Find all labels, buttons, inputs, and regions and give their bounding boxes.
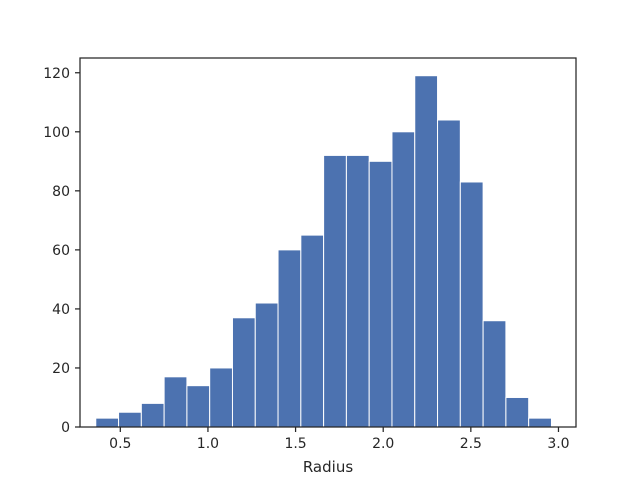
y-tick-label: 100 xyxy=(43,125,70,141)
histogram-bar xyxy=(505,396,530,428)
histogram-bars xyxy=(95,75,552,428)
histogram-bar xyxy=(300,234,325,428)
histogram-bar xyxy=(391,131,416,428)
x-axis-label: Radius xyxy=(303,458,353,476)
histogram-bar xyxy=(95,417,120,428)
histogram-bar xyxy=(368,160,393,428)
x-tick-label: 3.0 xyxy=(547,436,569,452)
histogram-bar xyxy=(459,181,484,428)
x-axis-ticks: 0.5 1.0 1.5 2.0 2.5 3.0 xyxy=(109,427,570,452)
y-tick-label: 0 xyxy=(61,420,70,436)
histogram-bar xyxy=(437,119,461,428)
plot-frame xyxy=(79,57,577,428)
histogram-bar xyxy=(209,367,233,428)
x-tick-label: 0.5 xyxy=(109,436,131,452)
histogram-bar xyxy=(186,385,211,428)
histogram-bar xyxy=(482,320,507,428)
histogram-bar xyxy=(231,317,256,428)
x-tick-label: 1.0 xyxy=(197,436,219,452)
histogram-bar xyxy=(118,411,142,428)
histogram-bar xyxy=(140,402,165,428)
x-tick-label: 2.0 xyxy=(372,436,394,452)
histogram-bar xyxy=(163,376,188,428)
y-tick-label: 120 xyxy=(43,66,70,82)
y-tick-label: 60 xyxy=(52,243,70,259)
histogram-bar xyxy=(277,249,302,428)
y-tick-label: 20 xyxy=(52,361,70,377)
histogram-bar xyxy=(528,417,552,428)
x-tick-label: 2.5 xyxy=(460,436,482,452)
y-axis-ticks: 0 20 40 60 80 100 120 xyxy=(43,66,80,436)
histogram-bar xyxy=(345,154,370,428)
histogram-bar xyxy=(414,75,439,428)
y-tick-label: 40 xyxy=(52,302,70,318)
histogram-bar xyxy=(254,302,279,428)
histogram-bar xyxy=(323,154,347,428)
x-tick-label: 1.5 xyxy=(284,436,306,452)
y-tick-label: 80 xyxy=(52,184,70,200)
